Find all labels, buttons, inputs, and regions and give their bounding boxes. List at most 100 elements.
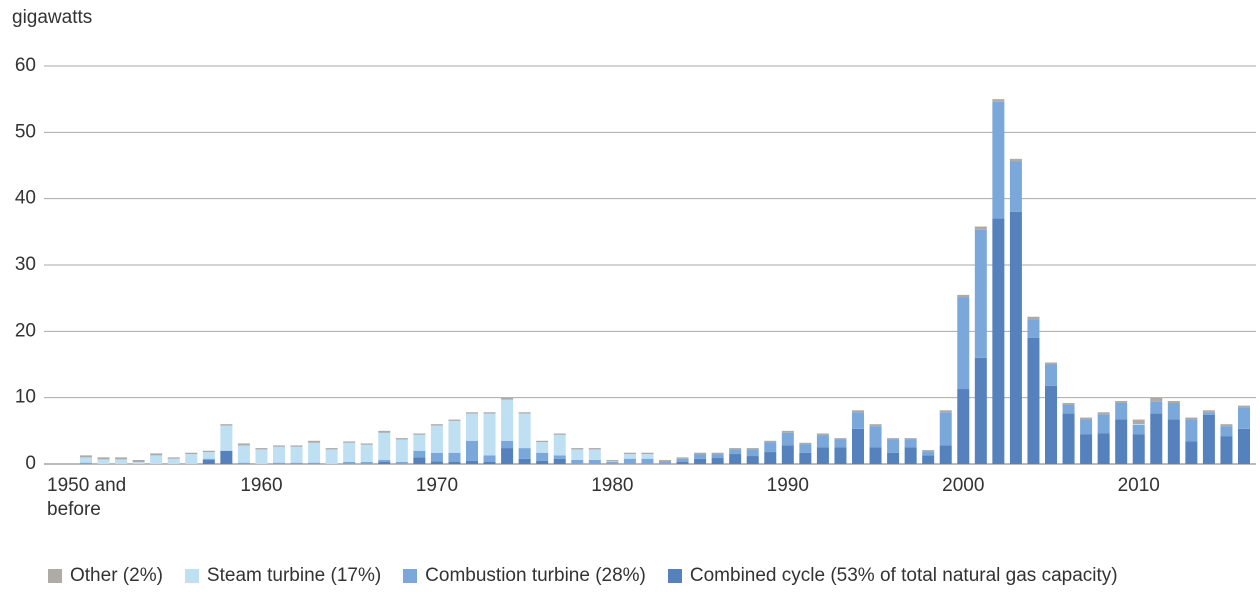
bar-segment [343, 442, 356, 463]
bar-segment [816, 435, 829, 448]
bar-segment [816, 447, 829, 464]
bar-segment [1202, 414, 1215, 464]
y-tick-label: 60 [15, 55, 36, 76]
bar-segment [185, 452, 198, 455]
bar-segment [974, 357, 987, 464]
bar-segment [588, 449, 601, 461]
bar-segment [1027, 319, 1040, 338]
bar-segment [992, 218, 1005, 464]
bar-segment [1150, 397, 1163, 402]
bar-segment [343, 462, 356, 464]
legend-swatch [184, 569, 199, 583]
bar-segment [536, 440, 549, 443]
legend-label: Combustion turbine (28%) [425, 565, 646, 586]
bar-segment [852, 412, 864, 429]
bar-segment [869, 447, 882, 464]
bar-segment [869, 424, 882, 427]
bar-segment [623, 458, 636, 464]
bar-segment [746, 448, 759, 450]
y-tick-label: 20 [15, 320, 36, 341]
bar-segment [167, 458, 180, 464]
bar-segment [413, 434, 426, 451]
bar-segment [553, 434, 566, 456]
bar-segment [501, 397, 514, 400]
bar-segment [1220, 426, 1233, 437]
legend-label: Combined cycle (53% of total natural gas… [689, 565, 1118, 586]
bar-segment [185, 454, 198, 464]
bar-segment [553, 433, 566, 435]
bar-segment [1185, 417, 1198, 420]
bar-segment [1062, 413, 1075, 464]
bar-segment [237, 443, 250, 446]
bar-segment [80, 457, 92, 463]
bar-segment [606, 460, 619, 462]
bar-segment [1220, 424, 1233, 427]
bar-segment [1062, 404, 1075, 414]
bar-segment [483, 462, 496, 464]
bar-segment [694, 452, 707, 455]
bar-segment [360, 462, 373, 464]
bar-segment [904, 439, 917, 448]
legend-swatch [667, 569, 682, 583]
bar-segment [430, 425, 443, 453]
bar-segment [939, 410, 952, 413]
bar-segment [132, 462, 145, 464]
bar-segment [273, 462, 285, 464]
bar-segment [536, 442, 549, 453]
bar-segment [571, 460, 584, 464]
bar-segment [974, 226, 987, 230]
bar-segment [1132, 424, 1145, 425]
bar-segment [413, 457, 426, 464]
bar-segment [1132, 419, 1145, 425]
y-tick-label: 40 [15, 188, 36, 209]
bar-segment [1238, 428, 1250, 464]
bar-segment [641, 454, 654, 459]
bar-segment [466, 412, 478, 414]
bar-segment [430, 452, 443, 462]
bar-segment [290, 446, 303, 463]
bar-segment [957, 297, 970, 390]
bar-segment [711, 458, 724, 464]
bar-segment [1009, 158, 1022, 162]
bar-segment [237, 445, 250, 463]
bar-segment [571, 448, 584, 450]
bar-segment [764, 452, 777, 464]
bar-segment [1238, 405, 1250, 408]
bar-segment [781, 430, 794, 433]
bar-segment [273, 446, 285, 463]
bar-segment [80, 455, 92, 458]
bar-segment [518, 458, 531, 464]
bar-segment [325, 449, 338, 464]
bar-segment [395, 439, 408, 463]
bar-segment [852, 410, 864, 413]
bar-segment [606, 461, 619, 463]
bar-segment [1009, 211, 1022, 464]
bar-segment [1132, 434, 1145, 464]
bar-segment [641, 458, 654, 464]
bar-segment [150, 453, 163, 456]
bar-segment [466, 413, 478, 441]
bar-segment [501, 440, 514, 449]
bar-segment [852, 428, 864, 464]
bar-segment [659, 462, 671, 464]
y-tick-label: 0 [25, 453, 36, 474]
bar-segment [887, 452, 900, 464]
bar-segment [466, 440, 478, 461]
bar-segment [1080, 434, 1093, 464]
x-tick-label: 1960 [240, 475, 283, 496]
bar-segment [939, 445, 952, 464]
bar-segment [395, 438, 408, 440]
bar-segment [553, 458, 566, 464]
bar-segment [799, 444, 812, 453]
bar-segment [676, 458, 689, 463]
y-tick-label: 50 [15, 121, 36, 142]
bar-segment [378, 432, 391, 461]
bar-segment [378, 462, 391, 464]
bar-segment [1080, 417, 1093, 420]
bar-segment [659, 460, 671, 463]
bar-segment [729, 454, 742, 464]
bar-segment [922, 450, 935, 452]
bar-segment [957, 389, 970, 464]
legend-label: Steam turbine (17%) [206, 565, 382, 586]
